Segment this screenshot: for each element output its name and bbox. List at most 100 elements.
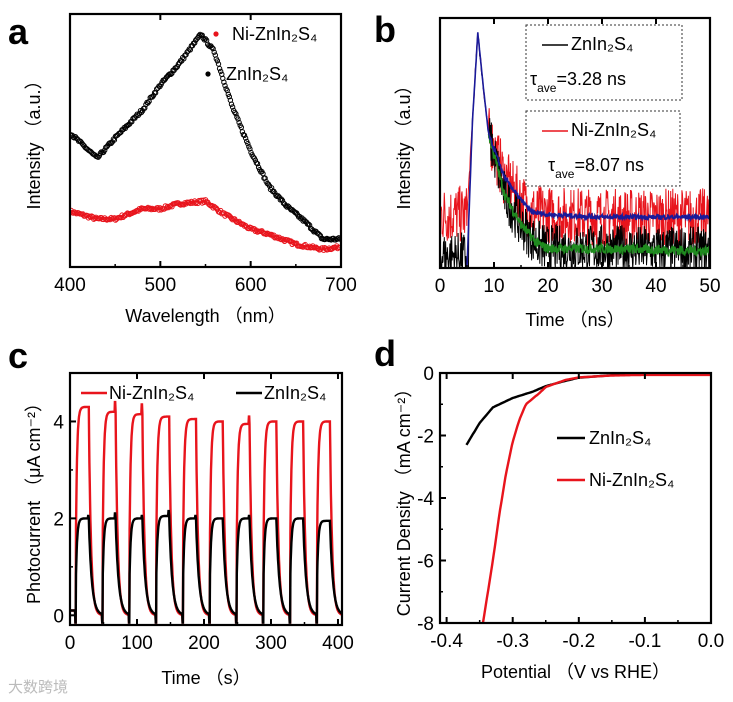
x-axis-label: Wavelength （nm） xyxy=(125,306,285,326)
tau-symbol: τ xyxy=(530,69,537,89)
series-line-3 xyxy=(466,32,710,268)
data-point xyxy=(278,196,285,202)
x-axis-label: Time （ns） xyxy=(525,310,624,330)
data-point xyxy=(96,153,103,159)
x-axis-label: Potential （V vs RHE） xyxy=(481,662,670,682)
panel-label: a xyxy=(8,11,29,52)
data-point xyxy=(149,94,156,100)
x-tick-label: -0.1 xyxy=(629,631,662,652)
data-point xyxy=(177,202,184,208)
y-tick-label: -8 xyxy=(417,614,434,635)
data-point xyxy=(305,221,312,227)
y-axis-label: Intensity （a.u） xyxy=(394,76,414,209)
data-point xyxy=(236,119,242,126)
data-point xyxy=(71,135,78,141)
data-point xyxy=(196,33,202,39)
data-point xyxy=(247,146,253,152)
y-tick-label: -4 xyxy=(417,489,434,510)
axes-frame xyxy=(68,371,344,627)
data-point xyxy=(201,199,208,206)
x-tick-label: 400 xyxy=(54,275,86,296)
data-point xyxy=(211,49,217,55)
data-point xyxy=(199,32,205,38)
x-tick-label: 500 xyxy=(144,275,176,296)
y-axis-label: Current Density （mA cm⁻²） xyxy=(394,380,414,617)
data-point xyxy=(221,79,227,85)
data-point xyxy=(193,200,199,207)
data-point xyxy=(174,64,181,70)
x-tick-label: 700 xyxy=(325,275,357,296)
x-tick-label: 0 xyxy=(65,633,76,654)
x-tick-label: 10 xyxy=(483,276,504,297)
legend-marker xyxy=(205,71,211,77)
tau-symbol: τ xyxy=(548,155,555,175)
plot-area xyxy=(440,32,710,268)
x-tick-label: 0.0 xyxy=(698,631,724,652)
data-point xyxy=(242,135,249,141)
series-line-0 xyxy=(70,400,342,624)
legend: Ni-ZnIn₂S₄ ZnIn₂S₄ xyxy=(81,383,326,403)
legend: Ni-ZnIn₂S₄ ZnIn₂S₄ xyxy=(205,24,317,84)
legend-box xyxy=(525,24,683,101)
tau-value: =8.07 ns xyxy=(574,155,644,175)
x-tick-label: -0.2 xyxy=(562,631,595,652)
data-point xyxy=(226,94,233,100)
x-tick-label: 300 xyxy=(255,633,287,654)
y-axis-label: Intensity （a.u.） xyxy=(24,71,44,209)
y-tick-label: -2 xyxy=(417,427,434,448)
watermark: 大数跨境 xyxy=(8,678,68,696)
data-point xyxy=(316,231,322,238)
data-point xyxy=(233,111,239,117)
series-line-1 xyxy=(70,509,342,624)
data-point xyxy=(142,105,148,111)
y-tick-label: 0 xyxy=(423,364,434,385)
y-axis-label: Photocurrent （μA cm⁻²） xyxy=(24,394,44,604)
data-point xyxy=(241,132,248,139)
data-point xyxy=(218,68,224,75)
legend-label: ZnIn₂S₄ xyxy=(571,34,633,54)
data-point xyxy=(202,36,209,42)
x-tick-label: 0 xyxy=(435,276,446,297)
data-point xyxy=(210,46,216,52)
data-point xyxy=(130,115,136,122)
data-point xyxy=(108,214,114,221)
series-line-2 xyxy=(487,133,710,258)
x-tick-label: 400 xyxy=(322,633,354,654)
legend-label: ZnIn₂S₄ xyxy=(589,428,651,448)
series-1 xyxy=(70,31,341,243)
series-0 xyxy=(70,197,341,253)
panel-a: 400 500 600 700 a Wavelength （nm） Intensity （a… xyxy=(8,11,357,326)
plot-area xyxy=(70,400,342,624)
data-point xyxy=(228,215,235,222)
x-axis-label: Time （s） xyxy=(161,668,250,688)
data-point xyxy=(210,205,216,211)
x-tick-label: 40 xyxy=(645,276,666,297)
lifetime-label: τave=3.28 ns xyxy=(530,69,626,95)
data-point xyxy=(222,82,228,89)
data-point xyxy=(283,203,289,209)
plot-area xyxy=(465,373,711,623)
legend-marker xyxy=(213,31,219,37)
legend-label: ZnIn₂S₄ xyxy=(226,64,288,84)
y-tick-label: 4 xyxy=(53,412,64,433)
data-point xyxy=(228,101,235,107)
data-point xyxy=(235,116,241,122)
data-point xyxy=(306,222,313,228)
data-point xyxy=(254,161,261,167)
data-point xyxy=(229,104,236,110)
data-point xyxy=(192,40,198,46)
tau-value: =3.28 ns xyxy=(556,69,626,89)
panel-label: d xyxy=(374,333,396,374)
legend-label: Ni-ZnIn₂S₄ xyxy=(232,24,317,44)
data-point xyxy=(216,65,223,72)
legend-label: Ni-ZnIn₂S₄ xyxy=(571,120,656,140)
x-tick-label: 600 xyxy=(235,275,267,296)
panel-d: -0.4 -0.3 -0.2 -0.1 0.0 0 -2 -4 -6 -8 d Potential （… xyxy=(374,333,724,682)
legend-label: Ni-ZnIn₂S₄ xyxy=(589,470,674,490)
axes-frame xyxy=(438,371,713,625)
x-tick-label: 30 xyxy=(591,276,612,297)
data-point xyxy=(253,160,260,166)
data-point xyxy=(129,119,135,125)
